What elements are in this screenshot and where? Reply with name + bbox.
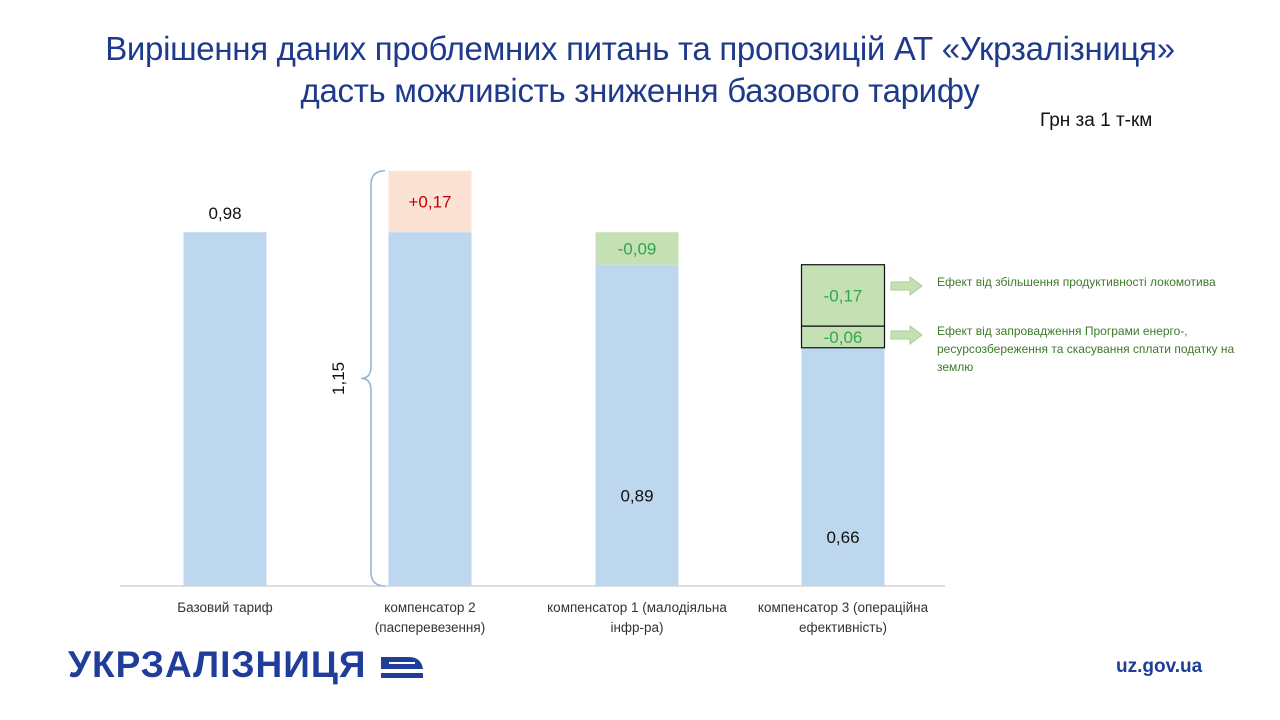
bar-label-0: 0,98 [208,204,241,223]
annotation-locomotive: Ефект від збільшення продуктивності локо… [937,275,1216,289]
segment-label-1-0: +0,17 [408,193,451,212]
bar-segment-3-1 [800,264,886,327]
title-line-1: Вирішення даних проблемних питань та про… [105,30,1175,67]
bar-segment-2-0 [595,232,679,265]
total-brace [360,170,386,587]
chart-title: Вирішення даних проблемних питань та про… [40,28,1240,112]
annotation-arrow-1 [890,325,923,345]
brace-value-label: 1,15 [329,362,348,395]
website-link[interactable]: uz.gov.ua [1116,656,1203,677]
annotation-energy-program: Ефект від запровадження Програми енерго-… [937,324,1235,374]
x-axis-label-1: компенсатор 2 (пасперевезення) [325,598,535,638]
x-axis-label-3: компенсатор 3 (операційна ефективність) [738,598,948,638]
segment-label-3-1: -0,17 [824,286,863,305]
bar-label-2: 0,89 [620,486,653,505]
x-axis-label-line: ефективність) [799,620,887,635]
brand-logo-text: УКРЗАЛІЗНИЦЯ [68,644,367,685]
bar-segment-1-0 [388,170,472,233]
x-axis-label-0: Базовий тариф [120,598,330,618]
unit-label: Грн за 1 т-км [1040,110,1153,131]
bar-base-0 [183,232,267,586]
x-axis-label-line: компенсатор 2 [384,600,476,615]
title-line-2: дасть можливість зниження базового тариф… [300,72,980,109]
bar-base-3 [801,347,885,586]
x-axis-label-line: (пасперевезення) [374,620,486,635]
bar-base-1 [388,232,472,586]
train-logo-icon [381,657,423,678]
bar-label-3: 0,66 [826,528,859,547]
annotation-arrow-0 [890,276,923,296]
segment-label-3-0: -0,06 [824,328,863,347]
segment-label-2-0: -0,09 [618,239,657,258]
x-axis-label-line: інфр-ра) [610,620,664,635]
bar-base-2 [595,264,679,586]
x-axis-label-2: компенсатор 1 (малодіяльна інфр-ра) [532,598,742,638]
x-axis-label-line: Базовий тариф [177,600,273,615]
x-axis-label-line: компенсатор 3 (операційна [757,600,929,615]
x-axis-label-line: компенсатор 1 (малодіяльна [547,600,727,615]
